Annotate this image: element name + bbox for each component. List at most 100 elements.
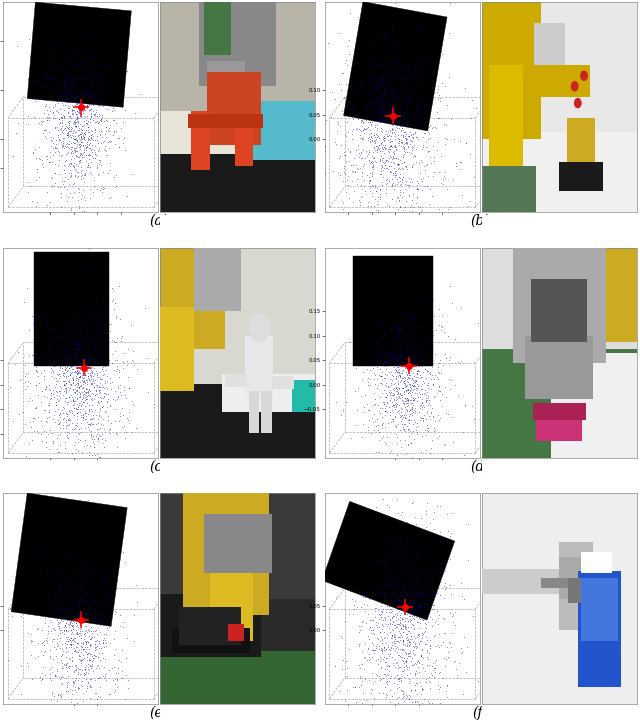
Point [375,155,385,167]
Point [403,423,413,435]
Point [114,366,124,378]
Point [13,118,23,129]
Point [95,384,106,396]
Point [377,152,387,164]
Point [70,164,80,175]
Point [59,379,69,391]
Point [339,160,349,172]
Point [443,647,453,658]
Point [395,169,405,180]
Point [395,296,405,308]
Point [51,376,61,387]
Point [399,690,409,702]
Point [93,432,104,443]
Point [70,106,80,118]
Point [394,404,404,416]
Point [431,500,442,512]
Point [372,92,382,104]
Point [417,627,427,639]
Point [58,300,68,311]
Point [61,387,72,399]
Point [59,386,69,397]
Point [401,655,412,667]
Point [411,642,421,653]
Point [394,136,404,147]
Point [98,671,108,682]
Point [78,397,88,408]
Point [16,688,26,699]
Point [350,385,360,397]
Point [64,415,74,426]
Point [43,359,53,371]
Point [44,108,54,120]
Point [70,171,81,182]
Bar [204,2,232,55]
Point [59,86,69,97]
Point [109,335,119,347]
Point [68,601,79,612]
Point [92,660,102,671]
Point [371,141,381,152]
Point [428,412,438,423]
Point [349,98,359,110]
Point [76,344,86,355]
Point [401,23,411,35]
Point [70,614,80,625]
Point [374,115,384,126]
Point [392,603,403,615]
Point [418,19,428,30]
Point [63,83,74,94]
Point [456,647,467,659]
Bar [481,166,536,213]
Point [408,201,418,213]
Point [56,691,66,702]
Point [76,112,86,123]
Point [389,146,399,157]
Point [66,93,76,105]
Point [70,674,80,686]
Point [427,369,437,381]
Point [73,663,83,674]
Point [386,349,396,360]
Point [363,643,373,655]
Point [387,123,397,135]
Point [103,348,113,360]
Point [349,85,360,97]
Point [430,424,440,435]
Point [396,411,406,423]
Point [95,451,105,463]
Point [105,637,115,649]
Point [392,437,402,448]
Point [81,102,92,114]
Point [401,341,411,353]
Point [380,87,390,98]
Point [27,673,37,684]
Point [80,614,90,625]
Point [84,353,95,365]
Point [404,640,414,651]
Point [88,115,98,126]
Point [93,331,104,342]
Point [388,150,399,162]
Point [405,394,415,405]
Point [96,66,106,77]
Point [116,332,126,344]
Point [45,151,56,163]
Point [413,526,424,538]
Point [380,95,390,107]
Point [369,577,379,588]
Point [398,597,408,609]
Point [97,617,108,629]
Point [379,88,389,99]
Point [446,642,456,653]
Point [415,389,426,400]
Point [399,359,410,371]
Point [74,182,84,193]
Point [402,612,412,624]
Point [56,150,67,162]
Point [411,595,421,606]
Point [76,165,86,177]
Point [390,420,401,431]
Point [63,146,73,158]
Point [383,163,393,174]
